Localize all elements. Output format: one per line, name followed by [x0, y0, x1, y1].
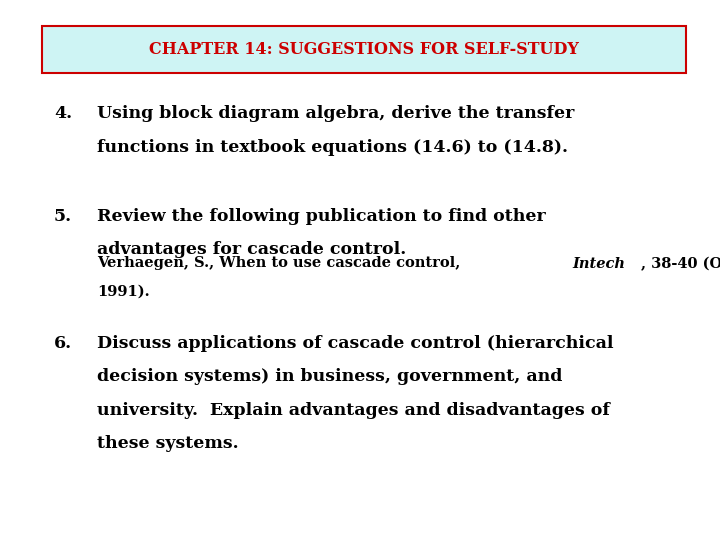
Text: 6.: 6. [54, 335, 72, 352]
Text: functions in textbook equations (14.6) to (14.8).: functions in textbook equations (14.6) t… [97, 139, 568, 156]
Text: university.  Explain advantages and disadvantages of: university. Explain advantages and disad… [97, 402, 610, 418]
Text: Review the following publication to find other: Review the following publication to find… [97, 208, 546, 225]
Text: decision systems) in business, government, and: decision systems) in business, governmen… [97, 368, 562, 385]
Text: advantages for cascade control.: advantages for cascade control. [97, 241, 407, 258]
Text: these systems.: these systems. [97, 435, 239, 452]
Text: Using block diagram algebra, derive the transfer: Using block diagram algebra, derive the … [97, 105, 575, 122]
Text: 4.: 4. [54, 105, 72, 122]
Text: CHAPTER 14: SUGGESTIONS FOR SELF-STUDY: CHAPTER 14: SUGGESTIONS FOR SELF-STUDY [149, 41, 579, 58]
Text: , 38-40 (Oct.: , 38-40 (Oct. [641, 256, 720, 271]
Text: Verhaegen, S., When to use cascade control,: Verhaegen, S., When to use cascade contr… [97, 256, 466, 271]
Text: 5.: 5. [54, 208, 72, 225]
FancyBboxPatch shape [42, 26, 686, 73]
Text: 1991).: 1991). [97, 285, 150, 299]
Text: Intech: Intech [572, 256, 626, 271]
Text: Discuss applications of cascade control (hierarchical: Discuss applications of cascade control … [97, 335, 613, 352]
